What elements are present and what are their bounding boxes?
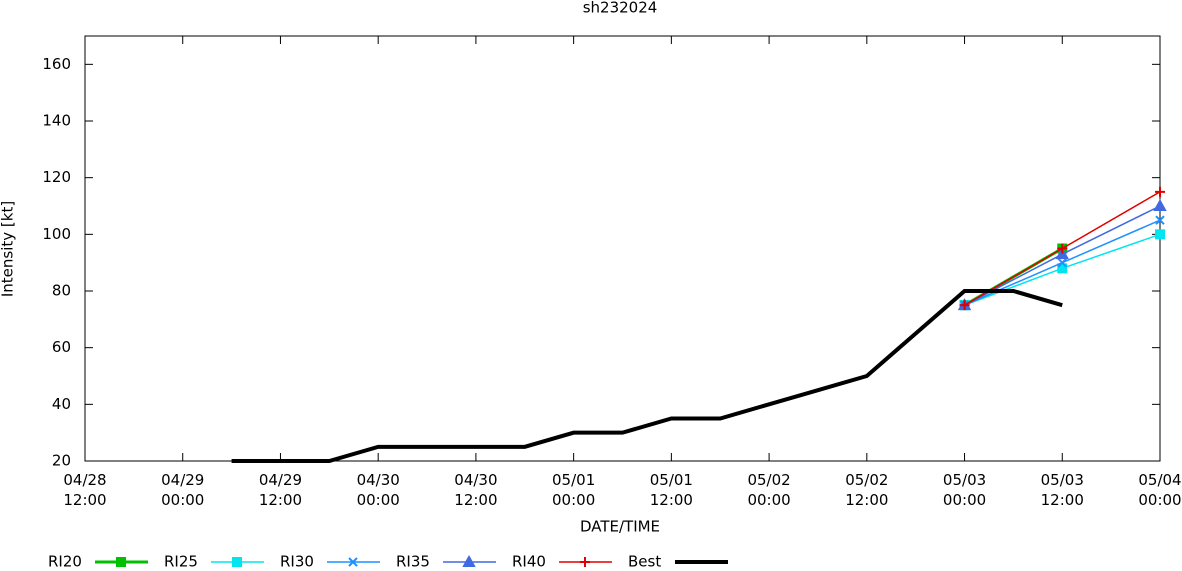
marker bbox=[1057, 243, 1068, 254]
legend-label: RI35 bbox=[396, 553, 430, 568]
legend-marker bbox=[116, 557, 126, 567]
legend-marker bbox=[580, 557, 590, 567]
y-tick-label: 160 bbox=[42, 55, 71, 73]
marker bbox=[1153, 198, 1167, 211]
x-tick-label: 04/30 12:00 bbox=[454, 471, 497, 509]
legend-label: RI25 bbox=[164, 553, 198, 568]
marker bbox=[1155, 186, 1165, 197]
plot-frame bbox=[84, 35, 1161, 462]
legend-label: Best bbox=[628, 553, 661, 568]
y-tick-label: 20 bbox=[52, 452, 71, 470]
legend-label: RI40 bbox=[512, 553, 546, 568]
y-tick-label: 100 bbox=[42, 225, 71, 243]
x-tick-label: 05/03 12:00 bbox=[1041, 471, 1084, 509]
marker bbox=[1057, 257, 1067, 268]
y-tick-label: 60 bbox=[52, 338, 71, 356]
legend-marker bbox=[462, 554, 476, 567]
x-tick-label: 04/29 00:00 bbox=[161, 471, 204, 509]
x-tick-label: 04/30 00:00 bbox=[357, 471, 400, 509]
x-axis-label: DATE/TIME bbox=[580, 518, 660, 536]
x-tick-label: 05/04 00:00 bbox=[1138, 471, 1181, 509]
legend-marker bbox=[232, 557, 242, 567]
x-tick-label: 05/01 00:00 bbox=[552, 471, 595, 509]
legend-marker bbox=[348, 557, 358, 567]
marker bbox=[1155, 215, 1165, 225]
y-tick-label: 120 bbox=[42, 168, 71, 186]
x-tick-label: 05/03 00:00 bbox=[943, 471, 986, 509]
y-tick-label: 40 bbox=[52, 395, 71, 413]
y-axis-label: Intensity [kt] bbox=[0, 201, 17, 297]
y-tick-label: 140 bbox=[42, 112, 71, 130]
marker bbox=[1155, 229, 1165, 240]
series-line bbox=[231, 289, 1063, 463]
marker bbox=[1057, 263, 1068, 274]
marker bbox=[1055, 247, 1069, 260]
legend-label: RI20 bbox=[48, 553, 82, 568]
y-tick-label: 80 bbox=[52, 282, 71, 300]
chart-title: sh232024 bbox=[583, 0, 658, 17]
x-tick-label: 05/02 00:00 bbox=[747, 471, 790, 509]
x-tick-label: 04/29 12:00 bbox=[259, 471, 302, 509]
x-tick-label: 05/01 12:00 bbox=[650, 471, 693, 509]
legend-label: RI30 bbox=[280, 553, 314, 568]
marker bbox=[959, 300, 970, 311]
x-tick-label: 05/02 12:00 bbox=[845, 471, 888, 509]
x-tick-label: 04/28 12:00 bbox=[63, 471, 106, 509]
